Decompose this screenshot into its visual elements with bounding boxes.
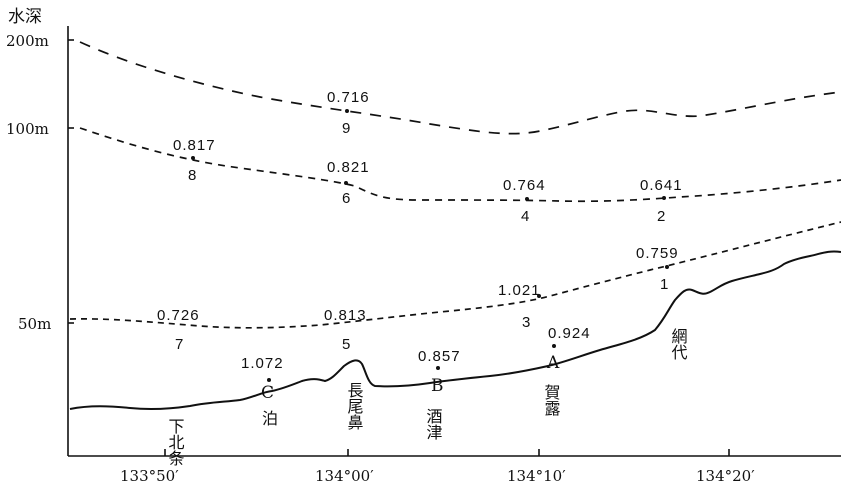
station-id-7: 7 [175, 336, 184, 353]
station-dot-8 [191, 156, 195, 160]
x-tick-label-13410: 134°10′ [507, 467, 566, 485]
station-value-3: 1.021 [498, 282, 541, 299]
coastal-value-b: 0.857 [418, 348, 461, 365]
station-id-3: 3 [522, 314, 531, 331]
coastal-id-a: A [546, 353, 560, 373]
station-dot-4 [525, 197, 529, 201]
y-tick-label-200m: 200m [6, 32, 49, 50]
x-tick-label-13350: 133°50′ [120, 467, 179, 485]
station-id-2: 2 [657, 208, 666, 225]
y-tick-label-100m: 100m [6, 120, 49, 138]
station-id-6: 6 [342, 190, 351, 207]
station-dot-1 [665, 265, 669, 269]
station-value-5: 0.813 [324, 307, 367, 324]
place-sakaitsu: 酒津 [424, 408, 443, 440]
place-nagaobana: 長尾鼻 [345, 382, 364, 430]
coastal-value-a: 0.924 [548, 325, 591, 342]
station-dot-b [436, 366, 440, 370]
station-value-2: 0.641 [640, 177, 683, 194]
station-dot-a [552, 344, 556, 348]
coastline [69, 250, 841, 411]
station-id-8: 8 [188, 167, 197, 184]
coastal-id-b: B [431, 376, 444, 396]
station-dot-2 [662, 196, 666, 200]
station-id-4: 4 [521, 208, 530, 225]
place-tomari: 泊 [262, 409, 278, 428]
station-dot-6 [344, 181, 348, 185]
contour-100m [79, 127, 841, 203]
station-id-5: 5 [342, 336, 351, 353]
coastal-value-c: 1.072 [241, 355, 284, 372]
station-value-7: 0.726 [157, 307, 200, 324]
place-shimohojo: 下北条 [166, 418, 185, 466]
place-ajiro: 網代 [669, 328, 688, 361]
station-value-9: 0.716 [327, 89, 370, 106]
y-axis-title: 水深 [8, 7, 42, 27]
y-tick-label-50m: 50m [18, 315, 51, 333]
station-value-1: 0.759 [636, 245, 679, 262]
x-tick-label-13420: 134°20′ [696, 467, 755, 485]
station-id-1: 1 [660, 276, 669, 293]
coastal-id-c: C [261, 383, 274, 403]
station-dot-c [267, 378, 271, 382]
station-value-6: 0.821 [327, 159, 370, 176]
contour-70m [69, 221, 841, 329]
place-karo: 賀露 [542, 384, 561, 416]
station-value-4: 0.764 [503, 177, 546, 194]
station-dot-9 [345, 109, 349, 113]
contour-200m [79, 41, 841, 135]
x-tick-label-13400: 134°00′ [315, 467, 374, 485]
station-dot-3 [537, 294, 541, 298]
station-id-9: 9 [342, 120, 351, 137]
station-value-8: 0.817 [173, 137, 216, 154]
